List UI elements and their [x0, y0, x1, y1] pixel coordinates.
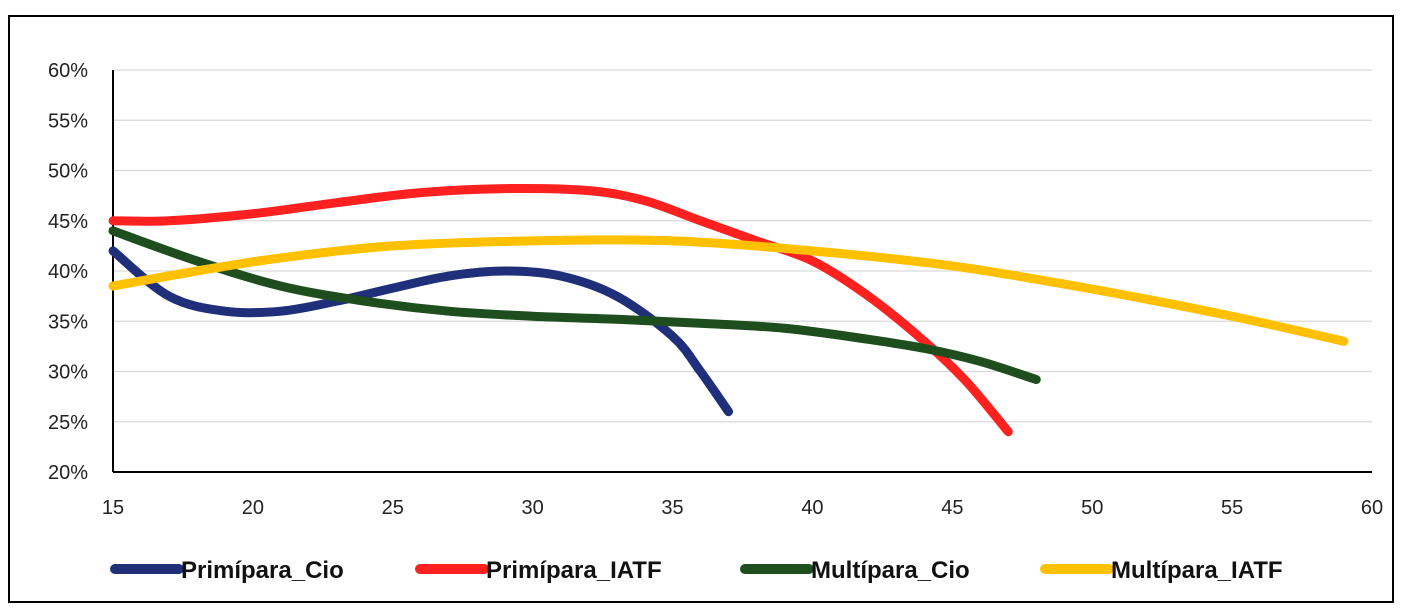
y-tick-label: 45% [48, 211, 88, 233]
y-tick-label: 55% [48, 110, 88, 132]
x-tick-label: 20 [242, 497, 264, 519]
x-axis-ticks: 15 20 25 30 35 40 45 50 55 60 [102, 497, 1383, 519]
legend-label: Primípara_Cio [181, 557, 344, 584]
y-tick-label: 40% [48, 261, 88, 283]
y-tick-label: 30% [48, 362, 88, 384]
x-tick-label: 30 [522, 497, 544, 519]
series-line [108, 246, 734, 417]
legend: Primípara_Cio Primípara_IATF Multípara_Cio… [110, 557, 1283, 584]
legend-label: Multípara_IATF [1111, 557, 1283, 584]
x-tick-label: 15 [102, 497, 124, 519]
legend-label: Multípara_Cio [811, 557, 970, 584]
series-line [108, 235, 1349, 346]
y-tick-label: 60% [48, 60, 88, 82]
x-tick-label: 25 [382, 497, 404, 519]
gridlines [113, 69, 1372, 423]
x-tick-label: 35 [661, 497, 683, 519]
y-tick-label: 20% [48, 462, 88, 484]
series-line [108, 226, 1041, 385]
x-tick-label: 60 [1361, 497, 1383, 519]
legend-label: Primípara_IATF [486, 557, 662, 584]
x-tick-label: 40 [801, 497, 823, 519]
x-tick-label: 45 [941, 497, 963, 519]
y-axis-ticks: 20% 25% 30% 35% 40% 45% 50% 55% 60% [48, 60, 88, 484]
y-tick-label: 25% [48, 412, 88, 434]
x-tick-label: 50 [1081, 497, 1103, 519]
series-lines [108, 183, 1349, 437]
y-tick-label: 50% [48, 161, 88, 183]
series-line [108, 183, 1013, 437]
y-tick-label: 35% [48, 311, 88, 333]
x-tick-label: 55 [1221, 497, 1243, 519]
axes [112, 70, 1372, 473]
